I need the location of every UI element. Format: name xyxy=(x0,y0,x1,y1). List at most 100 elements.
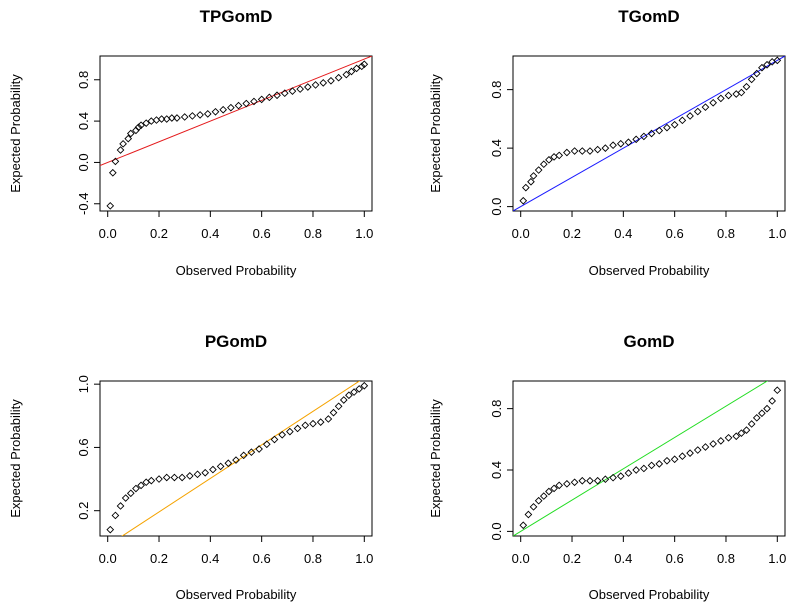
data-point xyxy=(678,116,687,125)
data-point xyxy=(350,388,358,396)
data-point xyxy=(132,484,140,493)
data-point xyxy=(593,476,602,485)
data-point xyxy=(357,62,366,71)
data-point xyxy=(142,119,151,128)
y-tick-label: 1.0 xyxy=(76,375,91,393)
data-point xyxy=(773,386,782,395)
data-point xyxy=(106,201,115,210)
data-point xyxy=(324,415,333,423)
x-tick-label: 0.6 xyxy=(253,551,271,566)
data-point xyxy=(616,472,625,480)
data-point xyxy=(137,121,145,130)
plot-frame xyxy=(512,55,786,212)
data-point xyxy=(593,145,602,154)
data-point xyxy=(342,70,351,79)
x-axis-label: Observed Probability xyxy=(176,587,297,602)
panel-gomd: GomD 0.0 0.2 0.4 0.6 0.8 1.0 0.0 0.4 0.8 Observed … xyxy=(428,332,786,602)
data-point xyxy=(570,147,579,155)
reference-line xyxy=(121,381,361,536)
x-tick-label: 0.8 xyxy=(717,551,735,566)
data-point xyxy=(609,473,617,482)
data-point xyxy=(545,155,553,164)
reference-line xyxy=(513,381,769,536)
data-point xyxy=(242,99,251,108)
x-tick-label: 0.4 xyxy=(614,226,632,241)
data-point xyxy=(701,443,710,451)
data-point xyxy=(742,82,751,91)
data-point xyxy=(534,166,543,174)
data-point xyxy=(111,157,120,166)
y-tick-label: 0.4 xyxy=(489,139,504,157)
x-tick-label: 0.8 xyxy=(717,226,735,241)
data-point xyxy=(655,126,664,135)
data-point xyxy=(232,456,240,464)
data-point xyxy=(345,391,353,400)
data-point xyxy=(752,413,761,422)
x-tick-label: 0.0 xyxy=(99,551,117,566)
data-point xyxy=(519,521,528,530)
y-tick-label: 0.0 xyxy=(489,522,504,540)
x-tick-label: 0.2 xyxy=(150,226,168,241)
data-point xyxy=(763,60,771,69)
data-point xyxy=(347,67,356,76)
data-point xyxy=(632,135,641,144)
data-point xyxy=(678,452,687,461)
x-tick-label: 0.4 xyxy=(201,551,219,566)
data-point xyxy=(162,473,171,482)
data-point xyxy=(693,446,702,454)
data-point xyxy=(624,469,633,477)
data-point xyxy=(709,440,717,448)
y-tick-label: 0.0 xyxy=(489,198,504,216)
x-tick-label: 0.8 xyxy=(304,226,322,241)
data-point xyxy=(632,466,641,474)
data-point xyxy=(193,470,202,479)
data-point xyxy=(304,83,312,91)
y-tick-label: 0.8 xyxy=(489,81,504,99)
data-point xyxy=(327,76,335,85)
panel-tpgomd: TPGomD 0.0 0.2 0.4 0.6 0.8 1.0 -0.4 0.0 0.4 0.8 Obs… xyxy=(8,7,373,278)
data-point xyxy=(578,147,587,155)
data-point xyxy=(239,451,248,460)
data-point xyxy=(311,81,320,89)
data-point xyxy=(280,89,289,98)
data-point xyxy=(709,98,717,107)
y-axis-label: Expected Probability xyxy=(428,399,443,518)
data-point xyxy=(116,146,125,154)
data-point xyxy=(211,107,220,116)
data-point xyxy=(763,404,771,413)
x-tick-label: 1.0 xyxy=(355,226,373,241)
data-point xyxy=(732,432,741,441)
y-tick-label: 0.4 xyxy=(489,461,504,479)
data-point xyxy=(768,397,777,405)
y-tick-label: 0.8 xyxy=(76,71,91,89)
data-point xyxy=(686,449,694,457)
data-point xyxy=(329,408,338,417)
data-point xyxy=(550,484,558,493)
x-axis-label: Observed Probability xyxy=(589,263,710,278)
data-point xyxy=(570,478,579,487)
data-point xyxy=(126,129,135,138)
data-point xyxy=(609,141,617,150)
data-point xyxy=(273,91,281,100)
data-point xyxy=(170,473,179,482)
data-point xyxy=(539,492,548,500)
data-point xyxy=(521,183,530,192)
data-point xyxy=(640,464,648,473)
x-tick-label: 0.0 xyxy=(512,226,530,241)
data-point xyxy=(352,64,361,73)
data-point xyxy=(640,132,648,141)
data-point xyxy=(119,139,127,148)
data-point xyxy=(524,510,533,519)
data-point xyxy=(134,123,143,132)
data-point xyxy=(360,60,369,69)
data-point xyxy=(529,503,538,511)
data-point xyxy=(121,494,130,502)
data-point xyxy=(126,489,135,498)
panel-title: PGomD xyxy=(205,332,267,351)
x-tick-label: 0.8 xyxy=(304,551,322,566)
data-point xyxy=(360,381,369,390)
x-tick-label: 0.0 xyxy=(99,226,117,241)
data-point xyxy=(265,93,274,102)
data-point xyxy=(601,144,610,152)
data-point xyxy=(334,73,343,82)
